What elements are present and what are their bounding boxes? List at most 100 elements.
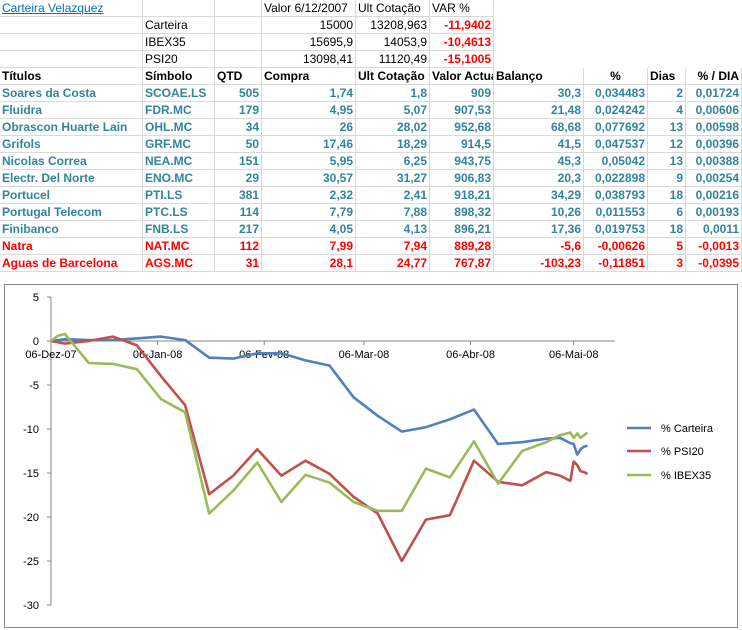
row-value[interactable]: 9 bbox=[648, 170, 686, 187]
row-value[interactable]: 30,3 bbox=[494, 85, 584, 102]
row-value[interactable]: 0,00388 bbox=[686, 153, 742, 170]
row-title[interactable]: Finibanco bbox=[0, 221, 143, 238]
row-value[interactable]: 12 bbox=[648, 136, 686, 153]
summary-valor[interactable]: 15695,9 bbox=[262, 34, 356, 51]
empty-cell[interactable] bbox=[215, 0, 262, 17]
row-value[interactable]: 0,00606 bbox=[686, 102, 742, 119]
row-value[interactable]: 1,74 bbox=[262, 85, 356, 102]
row-value[interactable]: 10,26 bbox=[494, 204, 584, 221]
row-value[interactable]: 31,27 bbox=[356, 170, 430, 187]
summary-var[interactable]: -15,1005 bbox=[430, 51, 494, 68]
row-value[interactable]: 13 bbox=[648, 119, 686, 136]
row-title[interactable]: Portucel bbox=[0, 187, 143, 204]
row-value[interactable]: 6,25 bbox=[356, 153, 430, 170]
row-title[interactable]: Nicolas Correa bbox=[0, 153, 143, 170]
row-value[interactable]: 0,038793 bbox=[584, 187, 648, 204]
row-value[interactable]: 6 bbox=[648, 204, 686, 221]
row-value[interactable]: 5,95 bbox=[262, 153, 356, 170]
row-value[interactable]: 2 bbox=[648, 85, 686, 102]
empty-cell[interactable] bbox=[215, 51, 262, 68]
portfolio-title-link[interactable]: Carteira Velazquez bbox=[0, 0, 143, 17]
row-value[interactable]: 26 bbox=[262, 119, 356, 136]
summary-valor[interactable]: 15000 bbox=[262, 17, 356, 34]
row-value[interactable]: 31 bbox=[215, 255, 262, 272]
row-value[interactable]: 914,5 bbox=[430, 136, 494, 153]
row-value[interactable]: 5 bbox=[648, 238, 686, 255]
row-value[interactable]: 0,022898 bbox=[584, 170, 648, 187]
row-value[interactable]: 112 bbox=[215, 238, 262, 255]
row-value[interactable]: 4,13 bbox=[356, 221, 430, 238]
row-value[interactable]: 381 bbox=[215, 187, 262, 204]
row-value[interactable]: 18 bbox=[648, 221, 686, 238]
empty-cell[interactable] bbox=[0, 17, 143, 34]
row-symbol[interactable]: FNB.LS bbox=[143, 221, 215, 238]
row-value[interactable]: 114 bbox=[215, 204, 262, 221]
empty-cell[interactable] bbox=[0, 34, 143, 51]
empty-cell[interactable] bbox=[215, 34, 262, 51]
summary-ult[interactable]: 13208,963 bbox=[356, 17, 430, 34]
empty-cell[interactable] bbox=[143, 0, 215, 17]
row-symbol[interactable]: PTC.LS bbox=[143, 204, 215, 221]
row-value[interactable]: 952,68 bbox=[430, 119, 494, 136]
row-value[interactable]: 0,00254 bbox=[686, 170, 742, 187]
row-value[interactable]: 4,05 bbox=[262, 221, 356, 238]
row-value[interactable]: 13 bbox=[648, 153, 686, 170]
table-header-cell[interactable]: Balanço bbox=[494, 68, 584, 85]
summary-valor[interactable]: 13098,41 bbox=[262, 51, 356, 68]
row-value[interactable]: 7,79 bbox=[262, 204, 356, 221]
row-value[interactable]: 896,21 bbox=[430, 221, 494, 238]
row-value[interactable]: 28,1 bbox=[262, 255, 356, 272]
chart-container[interactable]: 5 0 -5 -10 -15 -20 -25 -30 06-Dez-07 06-Jan-08 06-… bbox=[4, 284, 738, 628]
summary-label[interactable]: IBEX35 bbox=[143, 34, 215, 51]
table-header-cell[interactable]: QTD bbox=[215, 68, 262, 85]
row-value[interactable]: -5,6 bbox=[494, 238, 584, 255]
table-header-cell[interactable]: Dias bbox=[648, 68, 686, 85]
row-value[interactable]: 0,00193 bbox=[686, 204, 742, 221]
row-value[interactable]: 4,95 bbox=[262, 102, 356, 119]
row-value[interactable]: 0,00216 bbox=[686, 187, 742, 204]
table-header-cell[interactable]: Títulos bbox=[0, 68, 143, 85]
row-value[interactable]: 151 bbox=[215, 153, 262, 170]
row-value[interactable]: 3 bbox=[648, 255, 686, 272]
row-value[interactable]: 0,019753 bbox=[584, 221, 648, 238]
row-value[interactable]: 505 bbox=[215, 85, 262, 102]
row-title[interactable]: Aguas de Barcelona bbox=[0, 255, 143, 272]
row-value[interactable]: 17,36 bbox=[494, 221, 584, 238]
row-title[interactable]: Fluidra bbox=[0, 102, 143, 119]
summary-label[interactable]: PSI20 bbox=[143, 51, 215, 68]
row-value[interactable]: -0,11851 bbox=[584, 255, 648, 272]
row-value[interactable]: 18 bbox=[648, 187, 686, 204]
row-symbol[interactable]: ENO.MC bbox=[143, 170, 215, 187]
row-value[interactable]: 30,57 bbox=[262, 170, 356, 187]
row-value[interactable]: 7,99 bbox=[262, 238, 356, 255]
row-value[interactable]: -0,0013 bbox=[686, 238, 742, 255]
row-value[interactable]: 0,034483 bbox=[584, 85, 648, 102]
row-value[interactable]: 1,8 bbox=[356, 85, 430, 102]
summary-ult[interactable]: 11120,49 bbox=[356, 51, 430, 68]
row-value[interactable]: 0,05042 bbox=[584, 153, 648, 170]
row-title[interactable]: Natra bbox=[0, 238, 143, 255]
row-value[interactable]: 4 bbox=[648, 102, 686, 119]
row-value[interactable]: 889,28 bbox=[430, 238, 494, 255]
row-value[interactable]: 5,07 bbox=[356, 102, 430, 119]
table-header-cell[interactable]: Ult Cotação bbox=[356, 68, 430, 85]
row-value[interactable]: 41,5 bbox=[494, 136, 584, 153]
row-title[interactable]: Portugal Telecom bbox=[0, 204, 143, 221]
empty-cell[interactable] bbox=[215, 17, 262, 34]
row-value[interactable]: 17,46 bbox=[262, 136, 356, 153]
row-value[interactable]: -103,23 bbox=[494, 255, 584, 272]
row-symbol[interactable]: AGS.MC bbox=[143, 255, 215, 272]
row-value[interactable]: 28,02 bbox=[356, 119, 430, 136]
row-value[interactable]: 907,53 bbox=[430, 102, 494, 119]
summary-label[interactable]: Carteira bbox=[143, 17, 215, 34]
row-value[interactable]: 0,0011 bbox=[686, 221, 742, 238]
row-value[interactable]: 0,047537 bbox=[584, 136, 648, 153]
row-value[interactable]: 2,41 bbox=[356, 187, 430, 204]
row-value[interactable]: 68,68 bbox=[494, 119, 584, 136]
row-title[interactable]: Grifols bbox=[0, 136, 143, 153]
row-value[interactable]: -0,00626 bbox=[584, 238, 648, 255]
row-value[interactable]: 45,3 bbox=[494, 153, 584, 170]
col-header-ult[interactable]: Ult Cotação bbox=[356, 0, 430, 17]
col-header-var[interactable]: VAR % bbox=[430, 0, 494, 17]
row-value[interactable]: 0,011553 bbox=[584, 204, 648, 221]
